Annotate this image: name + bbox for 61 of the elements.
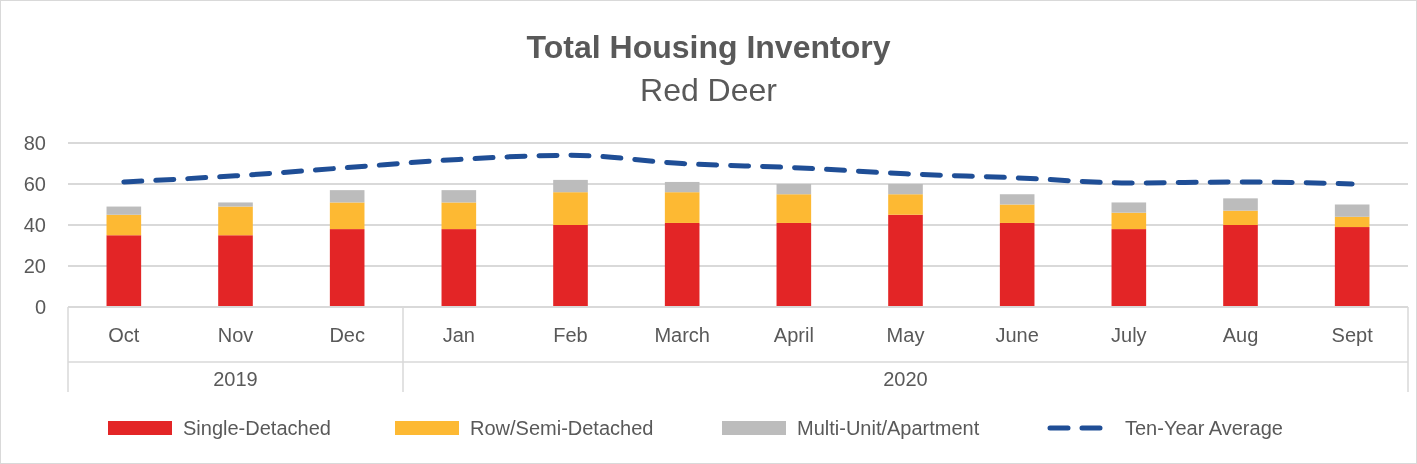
bar: [888, 194, 923, 215]
bar: [999, 222, 1035, 307]
bar: [1334, 216, 1370, 228]
bar: [553, 192, 588, 225]
legend-label: Single-Detached: [183, 417, 331, 439]
legend-label: Ten-Year Average: [1125, 417, 1283, 439]
bar: [1334, 227, 1370, 307]
legend-label: Multi-Unit/Apartment: [797, 417, 980, 439]
bar: [1223, 210, 1258, 225]
x-tick-label: Nov: [217, 324, 254, 346]
y-tick-label: 40: [23, 214, 46, 236]
x-tick-label: Feb: [553, 324, 588, 346]
bar: [106, 214, 142, 236]
bar: [776, 184, 812, 195]
y-tick-label: 0: [34, 296, 46, 318]
bar: [1223, 225, 1258, 307]
bar: [1223, 198, 1258, 211]
x-tick-label: Sept: [1331, 324, 1374, 346]
y-tick-label: 20: [23, 255, 46, 277]
bar: [664, 192, 700, 223]
x-tick-label: May: [886, 324, 925, 346]
bar: [888, 214, 923, 307]
x-tick-label: March: [654, 324, 710, 346]
bar: [106, 235, 142, 307]
bar: [776, 222, 812, 307]
legend-label: Row/Semi-Detached: [470, 417, 654, 439]
bar: [218, 202, 253, 207]
chart-subtitle: Red Deer: [640, 72, 778, 108]
bar: [553, 179, 588, 193]
bar: [888, 184, 923, 195]
bar: [329, 190, 365, 203]
bar: [329, 202, 365, 230]
bar: [441, 202, 477, 230]
x-tick-label: Oct: [108, 324, 140, 346]
bar: [776, 194, 812, 223]
x-tick-label: Jan: [442, 324, 475, 346]
x-tick-label: April: [773, 324, 814, 346]
x-tick-label: Dec: [329, 324, 365, 346]
text: 2020: [883, 368, 928, 390]
bar: [441, 229, 477, 307]
y-tick-label: 80: [23, 132, 46, 154]
bar: [999, 204, 1035, 223]
bar: [664, 222, 700, 307]
bar: [329, 229, 365, 307]
bar: [441, 190, 477, 203]
bar: [1111, 212, 1147, 230]
bar: [999, 194, 1035, 205]
bar: [553, 225, 588, 307]
bar: [1111, 202, 1147, 213]
bar: [664, 181, 700, 193]
x-tick-label: Aug: [1222, 324, 1259, 346]
chart-title: Total Housing Inventory: [526, 29, 891, 65]
x-tick-label: July: [1111, 324, 1147, 346]
bar: [1111, 229, 1147, 307]
y-tick-label: 60: [23, 173, 46, 195]
bar: [1334, 204, 1370, 217]
bar: [106, 206, 142, 215]
x-tick-label: June: [995, 324, 1039, 346]
bar: [218, 235, 253, 307]
bar: [218, 206, 253, 236]
text: 2019: [213, 368, 258, 390]
